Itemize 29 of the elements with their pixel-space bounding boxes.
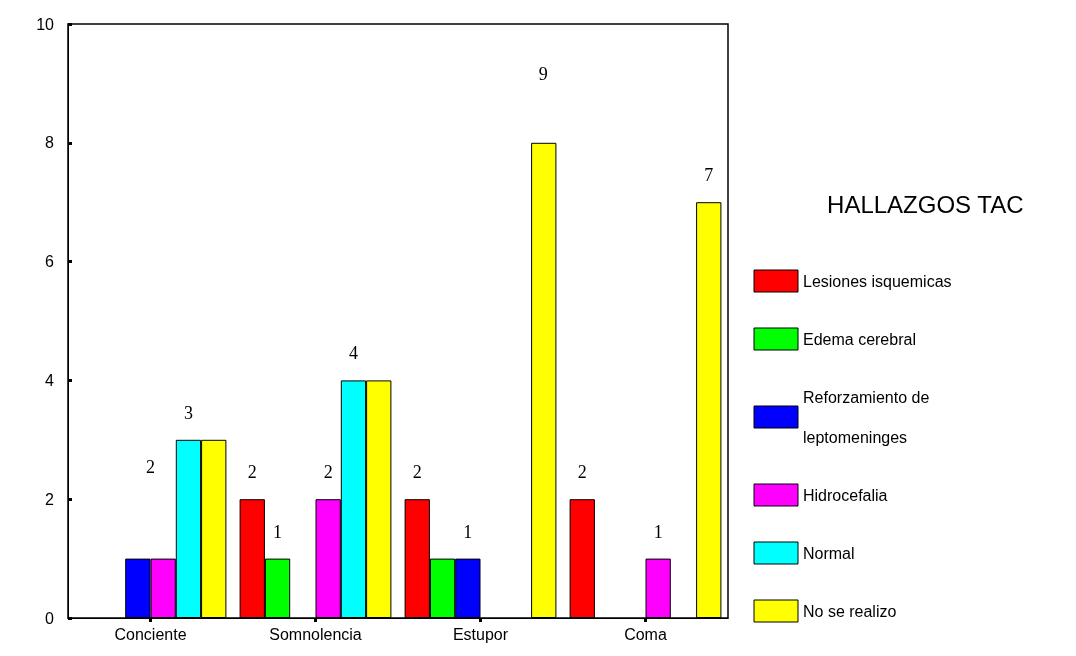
legend-label: Hidrocefalia (803, 486, 888, 504)
annotation: 9 (538, 64, 548, 85)
data-label: 1 (463, 521, 473, 542)
data-label: 2 (412, 462, 422, 483)
y-tick-label: 0 (45, 609, 55, 627)
data-label: 2 (247, 462, 257, 483)
x-tick-label: Somnolencia (269, 625, 362, 643)
data-label: 7 (704, 165, 714, 186)
data-label: 3 (183, 402, 193, 423)
x-tick-label: Estupor (452, 625, 509, 643)
data-label: 4 (348, 343, 358, 364)
data-label: 2 (577, 462, 587, 483)
y-tick-label: 10 (36, 15, 55, 33)
y-tick-label: 4 (45, 371, 55, 389)
x-tick-label: Coma (624, 625, 667, 643)
y-tick-label: 6 (45, 253, 55, 271)
legend-title: HALLAZGOS TAC (827, 190, 1024, 218)
legend-label: Normal (803, 544, 855, 562)
text: Reforzamiento de leptomeninges (803, 388, 930, 446)
legend-label: Lesiones isquemicas (803, 272, 952, 290)
legend-label: Edema cerebral (803, 330, 916, 348)
legend-label: No se realizo (803, 602, 897, 620)
x-tick-label: Conciente (114, 625, 187, 643)
y-tick-label: 8 (45, 134, 55, 152)
annotation: 2 (146, 456, 155, 477)
data-label: 2 (323, 462, 333, 483)
data-label: 1 (273, 521, 283, 542)
y-tick-label: 2 (45, 490, 55, 508)
data-label: 1 (653, 521, 663, 542)
